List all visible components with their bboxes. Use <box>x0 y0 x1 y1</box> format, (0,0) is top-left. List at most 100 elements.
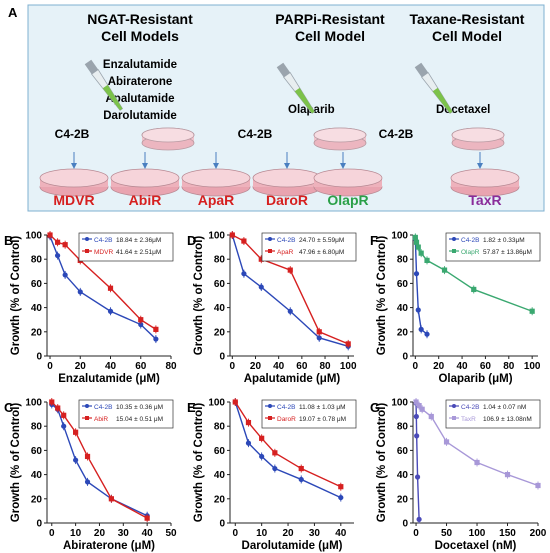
x-tick-label: 80 <box>319 361 331 372</box>
y-tick-label: 40 <box>214 303 226 314</box>
panel-letter: D <box>187 233 196 248</box>
y-tick-label: 60 <box>214 279 226 290</box>
legend-swatch-marker <box>452 249 456 253</box>
data-point <box>428 413 434 420</box>
pipette-bulb <box>414 62 429 78</box>
group-title-line: Cell Model <box>432 28 502 44</box>
data-point <box>84 479 91 485</box>
resistant-dish-top <box>450 168 520 188</box>
resistant-cell-line-label: MDVR <box>53 192 94 208</box>
legend-ic50-value: 15.04 ± 0.51 μM <box>116 416 163 423</box>
data-point <box>241 238 247 244</box>
y-axis-label: Growth (% of Control) <box>193 236 205 356</box>
legend-box <box>261 232 357 262</box>
pipette-liquid <box>102 84 123 111</box>
x-axis-label: Docetaxel (nM) <box>435 540 517 552</box>
x-tick-label: 40 <box>105 361 117 372</box>
y-tick-label: 0 <box>402 352 408 363</box>
parent-cell-line-label: C4-2B <box>379 127 414 141</box>
data-point <box>415 307 421 313</box>
arrow-head <box>284 163 290 169</box>
resistant-dish-top <box>39 168 109 188</box>
x-tick-label: 20 <box>94 528 106 539</box>
data-point <box>416 516 422 522</box>
legend-box <box>261 399 357 429</box>
legend-ic50-value: 19.07 ± 0.78 μM <box>299 416 346 423</box>
legend-swatch-marker <box>268 237 272 241</box>
data-point <box>232 399 238 405</box>
x-tick-label: 80 <box>503 361 515 372</box>
arrow-head <box>142 163 148 169</box>
data-point <box>47 232 53 238</box>
panel-letter: G <box>370 400 380 415</box>
x-tick-label: 200 <box>530 528 547 539</box>
y-tick-label: 100 <box>25 231 42 242</box>
x-tick-label: 10 <box>70 528 82 539</box>
parent-cell-line-label: C4-2B <box>238 127 273 141</box>
group-title-line: Taxane-Resistant <box>410 11 525 27</box>
data-point <box>229 232 235 238</box>
y-tick-label: 100 <box>208 231 225 242</box>
data-point <box>415 244 421 250</box>
series-line <box>234 401 342 488</box>
legend-ic50-value: 11.08 ± 1.03 μM <box>299 404 346 411</box>
data-point <box>84 453 91 460</box>
data-point <box>259 435 265 441</box>
data-point <box>138 321 144 328</box>
data-point <box>441 267 448 273</box>
data-point <box>298 476 304 483</box>
growth-chart-docetaxel: G 0 20 40 60 80 100 0 50 100 150 200 Docetaxel (nM) G… <box>370 398 547 553</box>
resistant-dish-top <box>252 168 322 188</box>
y-tick-label: 60 <box>31 446 43 457</box>
data-point <box>153 326 159 332</box>
data-point <box>298 465 304 472</box>
y-tick-label: 40 <box>397 470 409 481</box>
y-tick-label: 100 <box>208 398 225 409</box>
x-tick-label: 20 <box>433 361 445 372</box>
legend-swatch-marker <box>85 404 89 408</box>
resistant-cell-line-label: OlapR <box>327 192 368 208</box>
x-tick-label: 100 <box>469 528 486 539</box>
legend-series-name: C4-2B <box>277 404 295 411</box>
x-tick-label: 20 <box>75 361 87 372</box>
data-point <box>258 284 264 290</box>
data-point <box>443 439 450 445</box>
data-point <box>259 453 265 460</box>
y-tick-label: 60 <box>397 279 409 290</box>
series-line <box>234 401 342 499</box>
y-tick-label: 80 <box>31 422 43 433</box>
y-tick-label: 60 <box>31 279 43 290</box>
data-point <box>418 250 424 256</box>
resistant-cell-line-label: DaroR <box>266 192 308 208</box>
legend-series-name: TaxR <box>461 416 476 423</box>
x-axis-label: Olaparib (μM) <box>438 373 512 385</box>
x-tick-label: 30 <box>309 528 321 539</box>
growth-chart-abiraterone: C 0 20 40 60 80 100 0 10 20 30 40 50 Abiraterone (μM)… <box>4 398 177 553</box>
legend-swatch-marker <box>268 249 272 253</box>
y-tick-label: 60 <box>397 446 409 457</box>
legend-swatch-marker <box>85 249 89 253</box>
legend-ic50-value: 10.35 ± 0.36 μM <box>116 404 163 411</box>
y-tick-label: 40 <box>214 470 226 481</box>
legend-series-name: C4-2B <box>277 237 295 244</box>
group-title-line: NGAT-Resistant <box>87 11 193 27</box>
y-tick-label: 0 <box>36 352 42 363</box>
data-point <box>424 331 430 337</box>
legend-series-name: C4-2B <box>461 404 479 411</box>
data-point <box>316 335 322 341</box>
legend-ic50-value: 18.84 ± 2.36μM <box>116 237 161 244</box>
legend-swatch-marker <box>85 237 89 241</box>
data-point <box>414 433 420 439</box>
data-point <box>144 515 150 521</box>
x-tick-label: 60 <box>135 361 147 372</box>
y-tick-label: 20 <box>31 327 43 338</box>
resistant-dish-top <box>181 168 251 188</box>
legend-series-name: DaroR <box>277 416 296 423</box>
data-point <box>316 329 322 335</box>
x-tick-label: 40 <box>142 528 154 539</box>
y-tick-label: 20 <box>397 327 409 338</box>
panel-letter: C <box>4 400 14 415</box>
growth-chart-enzalutamide: B 0 20 40 60 80 100 0 20 40 60 80 Enzalutamide (μM) G… <box>4 231 177 386</box>
series-line <box>231 234 349 347</box>
